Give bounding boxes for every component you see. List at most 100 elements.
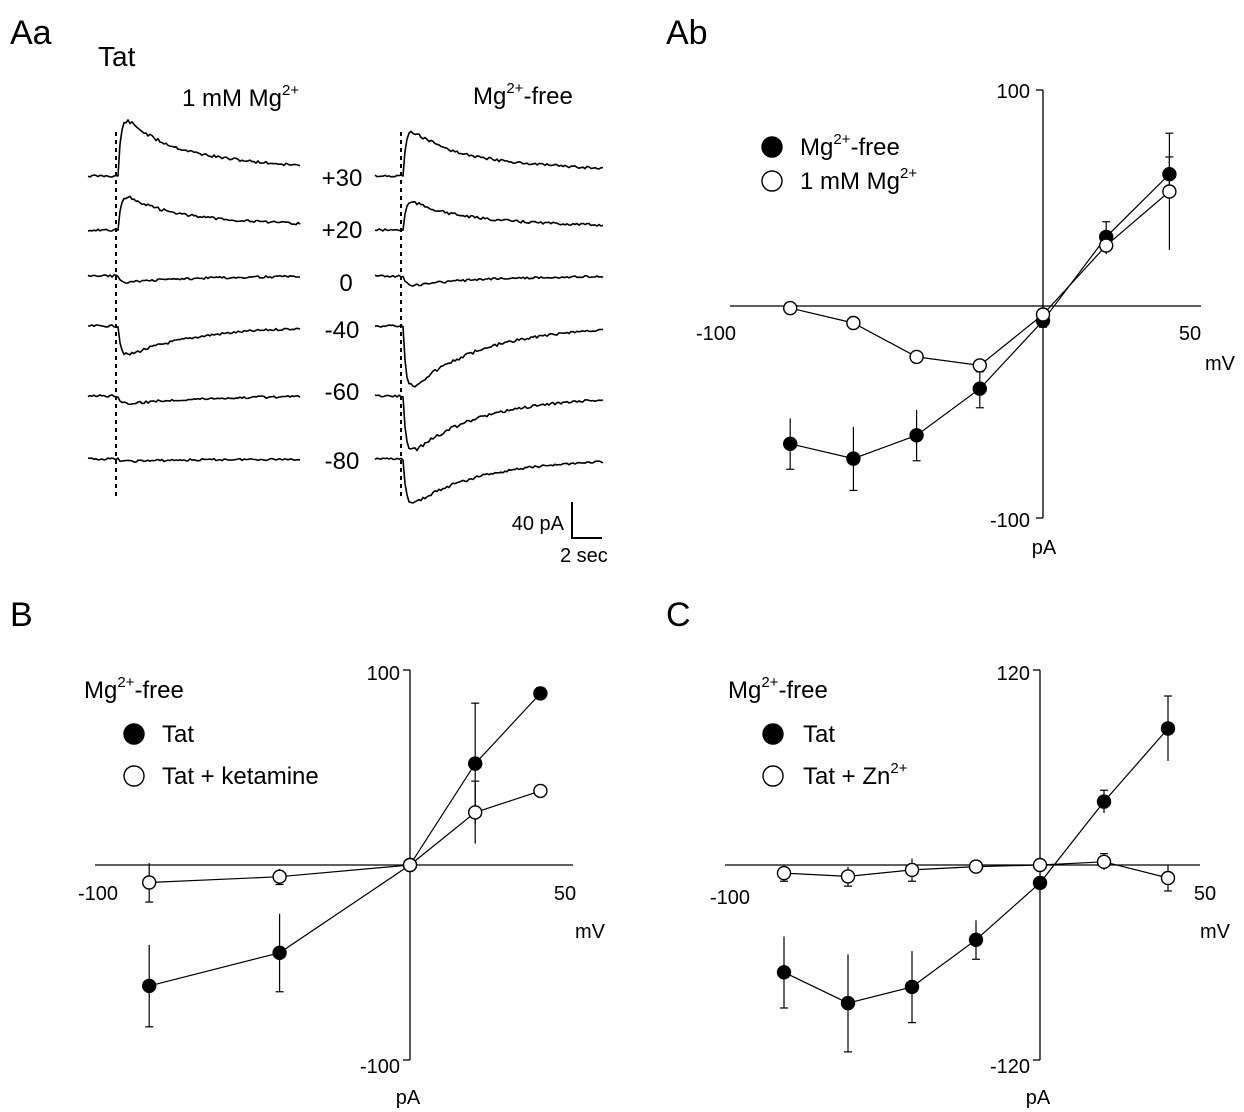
x-tick-label: 50 bbox=[554, 883, 576, 905]
x-axis-label: mV bbox=[1200, 921, 1231, 943]
x-tick-label: 50 bbox=[1194, 883, 1216, 905]
y-axis-label: pA bbox=[1032, 537, 1057, 559]
voltage-label: +30 bbox=[322, 165, 363, 192]
panel-label-c: C bbox=[666, 596, 691, 634]
series-line bbox=[790, 173, 1170, 460]
current-trace bbox=[374, 324, 604, 388]
y-tick-label: -100 bbox=[360, 1056, 400, 1078]
data-point bbox=[402, 857, 418, 873]
series-filled bbox=[783, 156, 1177, 492]
drug-label: Tat bbox=[98, 41, 136, 72]
legend-entry: Tat + ketamine bbox=[162, 763, 319, 790]
current-trace bbox=[87, 457, 301, 463]
y-tick-label: 120 bbox=[997, 663, 1030, 685]
panel-ab: Ab -100 50 100 -100 mV pA Mg2+-free 1 mM Mg2+ bbox=[666, 14, 1236, 559]
condition-right-label: Mg2+-free bbox=[473, 80, 573, 110]
data-point bbox=[846, 315, 861, 331]
current-trace bbox=[87, 274, 301, 284]
current-trace bbox=[374, 274, 604, 287]
panel-aa: Aa Tat 1 mM Mg2+ Mg2+-free +30 +20 0 -40… bbox=[10, 14, 608, 567]
traces-1mm-mg bbox=[87, 119, 301, 463]
x-axis-label: mV bbox=[575, 921, 606, 943]
data-point bbox=[533, 686, 548, 701]
data-point bbox=[533, 783, 548, 799]
data-point bbox=[468, 756, 483, 771]
x-tick-label: -100 bbox=[696, 323, 736, 345]
legend-entry: Tat + Zn2+ bbox=[803, 760, 908, 790]
x-tick-label: -100 bbox=[710, 887, 750, 909]
data-point bbox=[141, 875, 157, 890]
current-trace bbox=[374, 201, 604, 232]
y-tick-label: -120 bbox=[990, 1056, 1030, 1078]
voltage-label: 0 bbox=[339, 270, 352, 297]
y-tick-label: 100 bbox=[367, 663, 400, 685]
data-point bbox=[904, 979, 920, 995]
x-tick-label: 50 bbox=[1179, 323, 1201, 345]
current-trace bbox=[87, 195, 301, 232]
panel-label-ab: Ab bbox=[666, 14, 708, 52]
data-point bbox=[141, 978, 157, 994]
data-point bbox=[972, 358, 987, 373]
series-filled bbox=[141, 686, 548, 1028]
data-point bbox=[1035, 307, 1051, 322]
data-point bbox=[1032, 857, 1048, 873]
current-trace bbox=[374, 394, 604, 452]
current-trace bbox=[374, 457, 604, 504]
data-point bbox=[776, 865, 792, 881]
data-point bbox=[1162, 184, 1177, 199]
iv-plot-c: -100 50 120 -120 mV pA Mg2+-free Tat Tat + Zn2+ bbox=[710, 663, 1231, 1109]
series-line bbox=[790, 191, 1170, 367]
data-point bbox=[1098, 238, 1114, 253]
legend-entry: Tat bbox=[803, 721, 835, 748]
data-point bbox=[904, 862, 920, 878]
scale-bar-lines bbox=[571, 502, 602, 539]
iv-plot-b: -100 50 100 -100 mV pA Mg2+-free Tat Tat + ketam… bbox=[78, 663, 606, 1109]
current-trace bbox=[87, 394, 301, 406]
data-point bbox=[968, 859, 984, 874]
traces-mg-free bbox=[374, 130, 604, 504]
series-line bbox=[149, 790, 541, 884]
voltage-label: -40 bbox=[325, 317, 360, 344]
data-point bbox=[909, 428, 924, 443]
data-point bbox=[783, 300, 798, 316]
data-point bbox=[846, 451, 861, 466]
legend-entry: 1 mM Mg2+ bbox=[800, 165, 917, 195]
data-point bbox=[968, 932, 984, 947]
data-point bbox=[468, 805, 483, 820]
y-axis-label: pA bbox=[1026, 1087, 1051, 1109]
legend-entry: Mg2+-free bbox=[800, 131, 900, 161]
legend-marker bbox=[123, 765, 145, 787]
x-tick-label: -100 bbox=[78, 883, 118, 905]
series-filled bbox=[776, 695, 1176, 1053]
data-point bbox=[840, 995, 856, 1011]
data-point bbox=[1032, 875, 1048, 891]
current-trace bbox=[87, 119, 301, 178]
voltage-label: -80 bbox=[325, 448, 360, 475]
scale-bar: 40 pA 2 sec bbox=[512, 502, 608, 567]
voltage-label: +20 bbox=[322, 217, 363, 244]
legend-marker bbox=[761, 170, 783, 192]
current-trace bbox=[87, 324, 301, 356]
data-point bbox=[1160, 721, 1176, 736]
data-point bbox=[1096, 854, 1112, 869]
panel-c: C -100 50 120 -120 mV pA Mg2+-free Tat Tat + Zn2… bbox=[666, 596, 1231, 1109]
panel-label-b: B bbox=[10, 596, 33, 634]
y-tick-label: -100 bbox=[990, 510, 1030, 532]
data-point bbox=[972, 381, 987, 396]
data-point bbox=[840, 869, 856, 884]
series-line bbox=[149, 692, 541, 987]
legend-entry: Tat bbox=[162, 721, 194, 748]
plot-title: Mg2+-free bbox=[728, 674, 828, 704]
plot-title: Mg2+-free bbox=[84, 674, 184, 704]
voltage-label: -60 bbox=[325, 379, 360, 406]
series-open bbox=[141, 780, 548, 903]
scale-bar-time: 2 sec bbox=[560, 545, 608, 567]
data-point bbox=[909, 349, 924, 365]
current-trace bbox=[374, 130, 603, 178]
data-point bbox=[1096, 794, 1112, 809]
condition-left-label: 1 mM Mg2+ bbox=[182, 82, 299, 112]
panel-label-aa: Aa bbox=[10, 14, 52, 52]
scale-bar-current: 40 pA bbox=[512, 513, 565, 535]
series-open bbox=[776, 853, 1176, 892]
panel-b: B -100 50 100 -100 mV pA Mg2+-free Tat Tat + ket… bbox=[10, 596, 606, 1109]
